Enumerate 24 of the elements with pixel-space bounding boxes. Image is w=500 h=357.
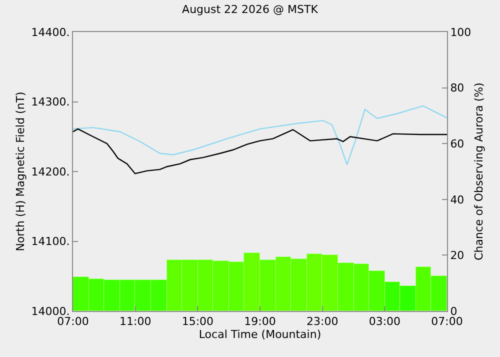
y2-tick-label: 0	[450, 304, 458, 318]
line-series	[73, 105, 447, 166]
x-tick-label: 07:00	[57, 315, 89, 328]
x-tick-label: 15:00	[182, 315, 214, 328]
y2-axis-title: Chance of Observing Aurora (%)	[472, 82, 486, 260]
y-tick-label: 14400.	[31, 26, 70, 39]
y-tick-label: 14300.	[31, 96, 70, 109]
y-tick-label: 14200.	[31, 165, 70, 178]
x-tick-label: 03:00	[368, 315, 401, 328]
x-tick-label: 11:00	[119, 315, 152, 328]
x-tick-label: 07:00	[431, 315, 463, 328]
y-tick-label: 14100.	[31, 235, 70, 248]
y2-tick-label: 60	[450, 137, 464, 150]
y2-tick-label: 100	[450, 26, 472, 39]
x-tick-label: 23:00	[306, 315, 338, 328]
y2-tick-label: 40	[450, 193, 464, 206]
y-tick-label: 14000.	[31, 304, 70, 318]
line-series	[73, 128, 447, 174]
y-axis-title: North (H) Magnetic Field (nT)	[14, 92, 27, 252]
chart-title: August 22 2026 @ MSTK	[182, 3, 319, 16]
x-axis-title: Local Time (Mountain)	[198, 328, 322, 342]
y2-tick-label: 80	[450, 82, 464, 95]
x-tick-label: 19:00	[244, 315, 276, 328]
y2-tick-label: 20	[450, 249, 464, 262]
